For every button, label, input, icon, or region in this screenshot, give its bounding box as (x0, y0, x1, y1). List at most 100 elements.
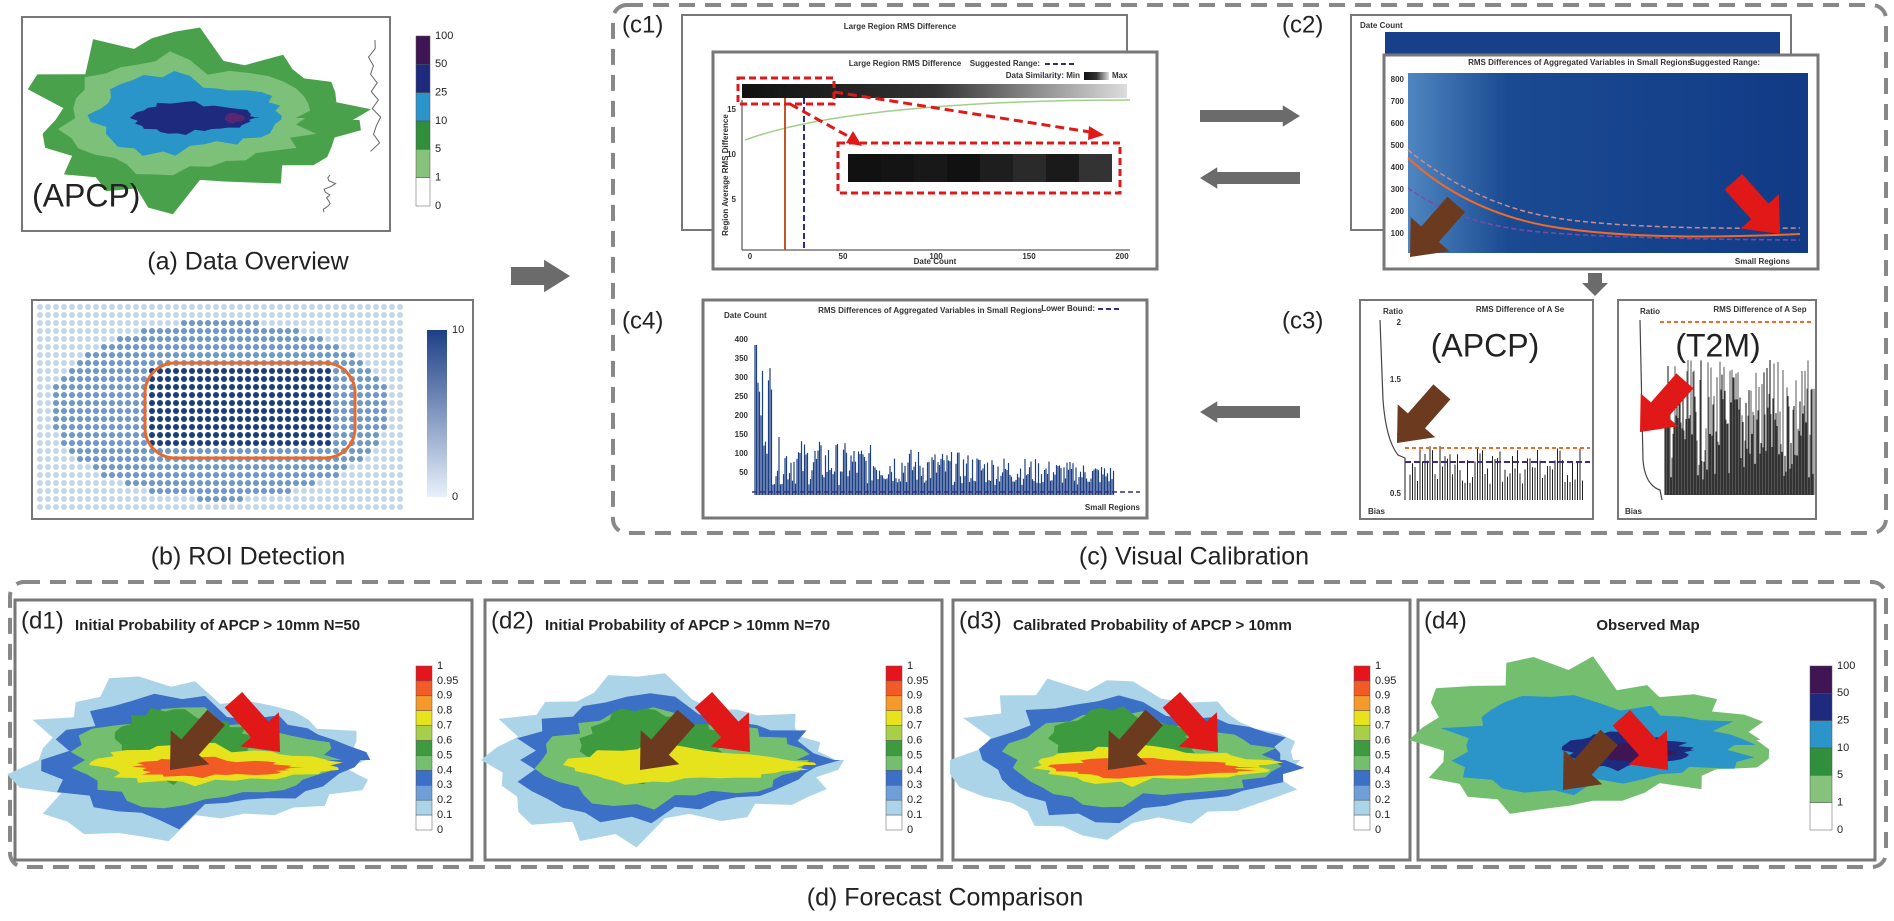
grid-dot (117, 432, 123, 438)
grid-dot (149, 400, 155, 406)
grid-dot (341, 472, 347, 478)
grid-dot (301, 440, 307, 446)
label: 200 (1115, 252, 1129, 261)
grid-dot (173, 440, 179, 446)
grid-dot (109, 312, 115, 318)
grid-dot (213, 344, 219, 350)
grid-dot (301, 416, 307, 422)
grid-dot (77, 352, 83, 358)
grid-dot (101, 408, 107, 414)
label: 0.4 (907, 764, 922, 776)
arrow (1640, 373, 1694, 432)
grid-dot (45, 304, 51, 310)
grid-dot (333, 432, 339, 438)
arrow (1563, 729, 1618, 790)
grid-dot (229, 304, 235, 310)
grid-dot (45, 488, 51, 494)
grid-dot (133, 336, 139, 342)
grid-dot (293, 432, 299, 438)
grid-dot (61, 328, 67, 334)
grid-dot (341, 416, 347, 422)
grid-dot (141, 312, 147, 318)
grid-dot (85, 304, 91, 310)
grid-dot (269, 504, 275, 510)
label: 0.7 (1375, 720, 1390, 732)
zoom-cell (947, 154, 980, 182)
grid-dot (165, 472, 171, 478)
grid-dot (293, 304, 299, 310)
grid-dot (229, 400, 235, 406)
grid-dot (229, 488, 235, 494)
grid-dot (205, 304, 211, 310)
grid-dot (133, 328, 139, 334)
grid-dot (149, 312, 155, 318)
grid-dot (373, 496, 379, 502)
label: (T2M) (1675, 327, 1760, 363)
grid-dot (181, 328, 187, 334)
grid-dot (365, 352, 371, 358)
rms-curve (1407, 157, 1801, 238)
grid-dot (397, 368, 403, 374)
grid-dot (317, 448, 323, 454)
grid-dot (237, 416, 243, 422)
grid-dot (397, 456, 403, 462)
grid-dot (245, 368, 251, 374)
grid-dot (325, 488, 331, 494)
grid-dot (77, 328, 83, 334)
grid-dot (373, 360, 379, 366)
colorbar-cell (415, 755, 433, 771)
label: 0.3 (1375, 779, 1390, 791)
grid-dot (365, 392, 371, 398)
grid-dot (365, 464, 371, 470)
grid-dot (221, 440, 227, 446)
grid-dot (397, 496, 403, 502)
colorbar-cell (885, 770, 903, 786)
grid-dot (109, 480, 115, 486)
grid-dot (205, 312, 211, 318)
label: 150 (735, 430, 749, 439)
grid-dot (277, 448, 283, 454)
grid-dot (93, 352, 99, 358)
grid-dot (61, 440, 67, 446)
grid-dot (77, 368, 83, 374)
grid-dot (173, 376, 179, 382)
grid-dot (181, 504, 187, 510)
grid-dot (357, 416, 363, 422)
grid-dot (373, 432, 379, 438)
grid-dot (157, 472, 163, 478)
grid-dot (245, 392, 251, 398)
grid-dot (245, 504, 251, 510)
grid-dot (61, 504, 67, 510)
grid-dot (277, 432, 283, 438)
grid-dot (245, 480, 251, 486)
grid-dot (173, 416, 179, 422)
label: Max (1112, 71, 1128, 80)
grid-dot (61, 360, 67, 366)
grid-dot (213, 416, 219, 422)
grid-dot (381, 504, 387, 510)
grid-dot (109, 424, 115, 430)
label: 0.2 (437, 794, 452, 806)
grid-dot (237, 328, 243, 334)
grid-dot (221, 392, 227, 398)
label: 1 (1375, 660, 1381, 672)
grid-dot (333, 464, 339, 470)
grid-dot (141, 440, 147, 446)
grid-dot (357, 384, 363, 390)
similarity-strip (742, 84, 1127, 98)
grid-dot (101, 456, 107, 462)
grid-dot (53, 328, 59, 334)
grid-dot (117, 504, 123, 510)
grid-dot (101, 368, 107, 374)
grid-dot (117, 336, 123, 342)
grid-dot (93, 432, 99, 438)
grid-dot (117, 352, 123, 358)
grid-dot (325, 352, 331, 358)
grid-dot (269, 488, 275, 494)
grid-dot (373, 488, 379, 494)
arrow (1162, 692, 1218, 752)
grid-dot (237, 464, 243, 470)
grid-dot (205, 392, 211, 398)
grid-dot (117, 392, 123, 398)
grid-dot (125, 400, 131, 406)
